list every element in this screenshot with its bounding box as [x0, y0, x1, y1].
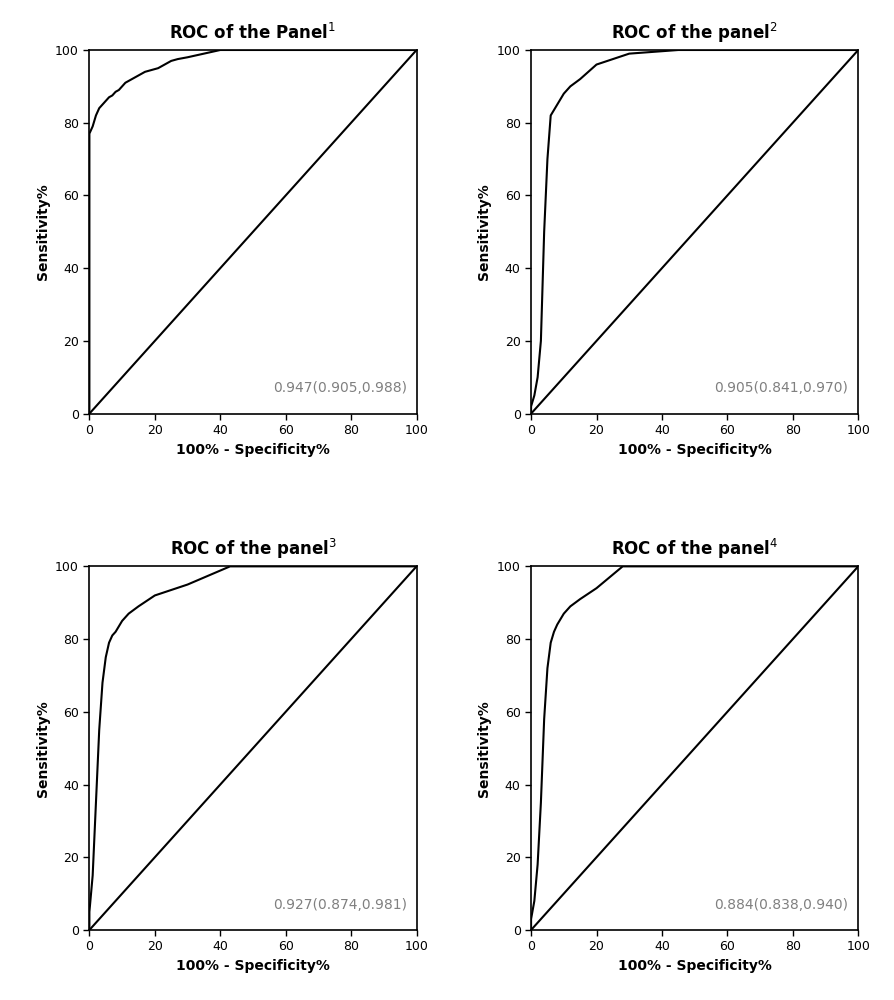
- Y-axis label: Sensitivity%: Sensitivity%: [477, 183, 491, 280]
- Y-axis label: Sensitivity%: Sensitivity%: [36, 183, 49, 280]
- X-axis label: 100% - Specificity%: 100% - Specificity%: [176, 443, 330, 457]
- Title: ROC of the panel$^{2}$: ROC of the panel$^{2}$: [611, 21, 778, 45]
- Y-axis label: Sensitivity%: Sensitivity%: [36, 700, 49, 797]
- Text: 0.947(0.905,0.988): 0.947(0.905,0.988): [273, 381, 407, 395]
- Y-axis label: Sensitivity%: Sensitivity%: [477, 700, 491, 797]
- Text: 0.927(0.874,0.981): 0.927(0.874,0.981): [273, 898, 407, 912]
- X-axis label: 100% - Specificity%: 100% - Specificity%: [618, 959, 772, 973]
- X-axis label: 100% - Specificity%: 100% - Specificity%: [176, 959, 330, 973]
- Title: ROC of the panel$^{4}$: ROC of the panel$^{4}$: [611, 537, 778, 561]
- Title: ROC of the panel$^{3}$: ROC of the panel$^{3}$: [170, 537, 336, 561]
- Text: 0.884(0.838,0.940): 0.884(0.838,0.940): [714, 898, 848, 912]
- Text: 0.905(0.841,0.970): 0.905(0.841,0.970): [714, 381, 848, 395]
- X-axis label: 100% - Specificity%: 100% - Specificity%: [618, 443, 772, 457]
- Title: ROC of the Panel$^{1}$: ROC of the Panel$^{1}$: [170, 23, 336, 43]
